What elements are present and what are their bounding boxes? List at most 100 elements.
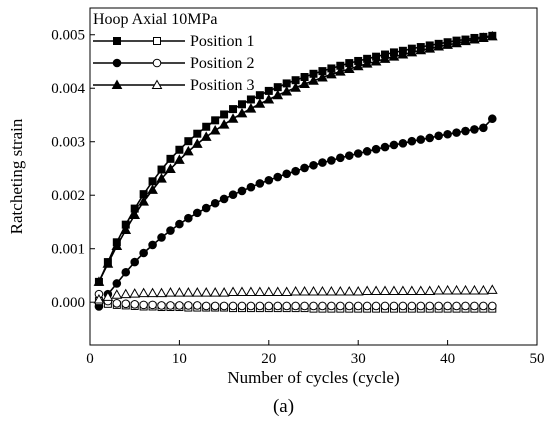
data-point xyxy=(147,184,158,194)
data-point xyxy=(111,240,123,251)
data-point xyxy=(460,35,471,46)
data-point xyxy=(308,75,319,85)
y-tick-label: 0.000 xyxy=(51,295,85,311)
data-point xyxy=(352,285,364,296)
data-point xyxy=(433,40,445,51)
x-tick-label: 50 xyxy=(530,351,545,367)
series-axial-3 xyxy=(93,284,498,304)
data-point xyxy=(138,196,149,206)
data-point xyxy=(327,301,336,311)
series-axial-2 xyxy=(94,289,497,311)
data-point xyxy=(291,166,300,176)
data-point xyxy=(415,285,427,295)
legend-marker-open xyxy=(151,79,163,89)
x-tick-label: 30 xyxy=(351,351,366,367)
data-point xyxy=(120,224,132,234)
data-point xyxy=(309,160,318,170)
data-point xyxy=(166,154,175,163)
data-point xyxy=(353,301,363,311)
data-point xyxy=(264,301,274,311)
data-point xyxy=(121,267,131,277)
data-point xyxy=(165,287,176,297)
data-point xyxy=(380,301,390,311)
legend: Hoop Axial 10MPa Position 1 Position 2 Pos… xyxy=(93,11,254,94)
data-point xyxy=(228,190,238,199)
data-point xyxy=(209,124,221,135)
y-tick-label: 0.004 xyxy=(51,81,85,97)
legend-marker-open xyxy=(152,58,162,68)
data-point xyxy=(246,301,256,311)
y-tick-label: 0.005 xyxy=(51,28,85,44)
series-line xyxy=(98,35,493,283)
series-line xyxy=(98,35,493,283)
data-point xyxy=(112,279,122,288)
data-point xyxy=(138,287,149,298)
data-point xyxy=(371,144,381,154)
data-point xyxy=(488,301,497,311)
data-point xyxy=(416,301,426,311)
data-point xyxy=(282,79,291,88)
data-point xyxy=(272,286,284,297)
data-point xyxy=(407,136,417,146)
data-point xyxy=(148,300,157,310)
data-point xyxy=(273,83,282,92)
data-point xyxy=(370,285,382,295)
data-point xyxy=(237,186,247,196)
data-point xyxy=(343,285,355,296)
data-point xyxy=(317,285,328,296)
data-point xyxy=(300,163,309,173)
legend-marker-filled xyxy=(111,79,123,89)
legend-marker-filled xyxy=(113,37,121,45)
panel-label: (a) xyxy=(273,396,294,417)
data-point xyxy=(397,49,409,59)
data-point xyxy=(182,287,194,297)
data-point xyxy=(318,301,327,311)
data-point xyxy=(219,194,229,204)
y-tick-label: 0.003 xyxy=(51,135,85,151)
data-point xyxy=(478,32,489,42)
data-point xyxy=(398,301,408,311)
data-point xyxy=(380,142,390,152)
data-point xyxy=(175,219,184,229)
data-point xyxy=(121,299,131,309)
data-point xyxy=(200,131,212,141)
data-point xyxy=(193,129,202,138)
data-point xyxy=(327,156,336,165)
data-point xyxy=(488,114,497,124)
data-point xyxy=(424,285,436,295)
y-axis-label: Ratcheting strain xyxy=(7,118,26,234)
x-tick-label: 40 xyxy=(440,351,455,367)
data-point xyxy=(246,182,256,192)
data-point xyxy=(388,51,400,61)
data-point xyxy=(479,123,488,133)
data-point xyxy=(254,98,266,108)
data-point xyxy=(210,301,220,311)
data-point xyxy=(245,286,257,297)
data-point xyxy=(344,151,354,160)
data-point xyxy=(175,145,184,154)
data-point xyxy=(129,209,141,220)
data-point xyxy=(129,288,141,298)
data-point xyxy=(255,301,265,311)
data-point xyxy=(120,288,132,299)
data-point xyxy=(201,203,211,213)
series-hoop-3 xyxy=(93,30,498,286)
x-axis-label: Number of cycles (cycle) xyxy=(227,368,399,387)
data-point xyxy=(461,126,470,136)
data-point xyxy=(192,301,202,310)
data-point xyxy=(361,285,373,295)
data-point xyxy=(111,289,123,299)
data-point xyxy=(452,301,461,311)
data-point xyxy=(416,135,426,144)
data-point xyxy=(353,149,363,158)
data-point xyxy=(229,105,238,114)
data-point xyxy=(281,85,293,96)
data-point xyxy=(282,169,291,179)
data-point xyxy=(157,233,166,242)
data-point xyxy=(130,257,139,267)
data-point xyxy=(202,122,211,131)
data-point xyxy=(299,285,310,296)
data-point xyxy=(309,301,318,311)
data-point xyxy=(352,60,364,71)
data-point xyxy=(452,128,461,137)
